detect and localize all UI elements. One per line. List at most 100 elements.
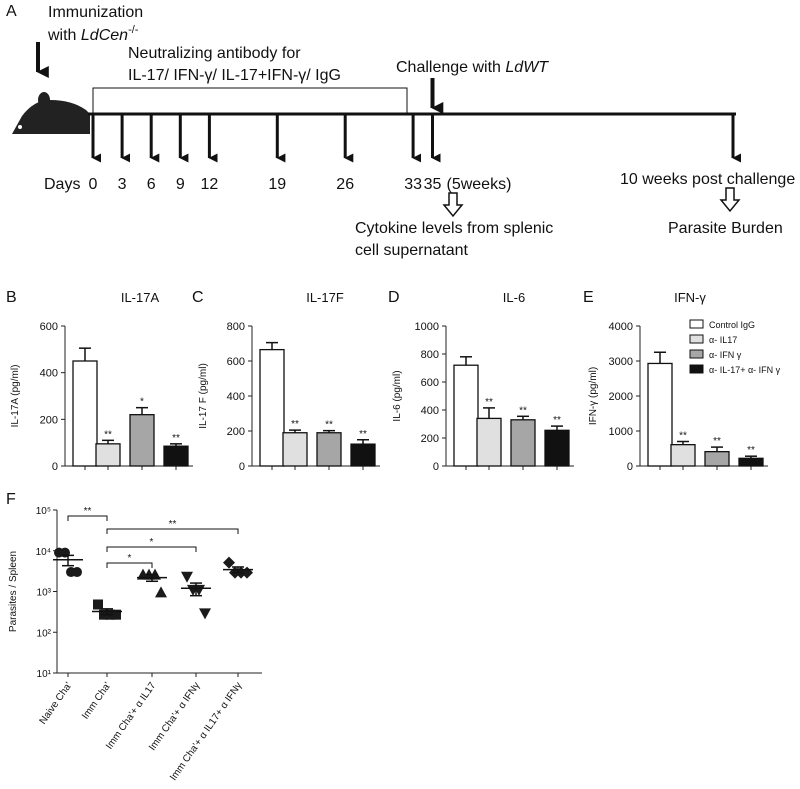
bar (95, 443, 121, 467)
significance-label: ** (169, 519, 177, 530)
significance-label: ** (553, 415, 561, 426)
y-tick-label: 0 (52, 461, 58, 473)
y-axis-label: IFN-γ (pg/ml) (588, 367, 599, 425)
bar (670, 443, 696, 467)
mouse-icon (12, 100, 90, 134)
antibody-text: Neutralizing antibody for (128, 45, 301, 62)
panel-label: F (6, 491, 16, 508)
post-challenge-text: 10 weeks post challenge (620, 171, 795, 188)
day-label: 33 (404, 176, 422, 193)
mouse-eye (18, 125, 22, 129)
significance-label: * (128, 553, 132, 564)
y-tick-label: 600 (227, 356, 245, 368)
legend-swatch (689, 319, 704, 329)
strain: LdCen (81, 27, 128, 44)
data-point (155, 586, 167, 598)
bar (544, 429, 570, 467)
challenge: Challenge with (396, 59, 505, 76)
panel-label: D (388, 289, 400, 306)
bar (316, 432, 342, 467)
strain-sup: -/- (128, 24, 139, 36)
bar (350, 443, 376, 467)
immunization-text: Immunization (48, 4, 143, 21)
day-label: 0 (89, 176, 98, 193)
significance-label: ** (104, 429, 112, 440)
significance-label: ** (359, 429, 367, 440)
y-tick-label: 10¹ (37, 669, 52, 680)
chart-title: IFN-γ (674, 290, 706, 305)
bar (476, 417, 502, 467)
challenge-text: Challenge with LdWT (396, 59, 549, 76)
y-tick-label: 400 (421, 405, 439, 417)
day-label: 35 (424, 176, 442, 193)
significance-label: ** (713, 436, 721, 447)
significance-label: ** (172, 433, 180, 444)
legend-swatch (689, 349, 704, 359)
day-note: (5weeks) (447, 176, 512, 193)
chart-title: IL-17F (306, 290, 344, 305)
data-point (223, 556, 235, 569)
data-point (111, 609, 121, 620)
bar (647, 362, 673, 467)
cytokine-text: Cytokine levels from splenic (355, 220, 553, 237)
y-tick-label: 1000 (609, 426, 633, 438)
y-tick-label: 1000 (415, 321, 439, 333)
bar (163, 445, 189, 467)
panel-label: C (192, 289, 204, 306)
significance-label: ** (747, 445, 755, 456)
y-tick-label: 400 (40, 368, 58, 380)
antibody-text: IL-17/ IFN-γ/ IL-17+IFN-γ/ IgG (128, 67, 341, 84)
hollow-arrow (442, 192, 464, 218)
legend-swatch (689, 364, 704, 374)
chart-title: IL-6 (503, 290, 525, 305)
y-tick-label: 0 (433, 461, 439, 473)
significance-bracket (67, 515, 108, 521)
bar (738, 457, 764, 467)
y-tick-label: 200 (40, 414, 58, 426)
data-point (93, 599, 103, 610)
antibody-bracket (92, 87, 408, 114)
y-axis-label: IL-17A (pg/ml) (10, 365, 21, 428)
panel-label: B (6, 289, 17, 306)
y-tick-label: 10⁵ (36, 506, 51, 517)
y-tick-label: 0 (239, 461, 245, 473)
y-tick-label: 800 (421, 349, 439, 361)
y-tick-label: 600 (421, 377, 439, 389)
significance-bracket (106, 562, 153, 568)
day-label: 12 (201, 176, 219, 193)
significance-label: * (140, 397, 144, 408)
with: with (47, 27, 81, 44)
legend-label: α- IFN γ (709, 350, 742, 360)
y-tick-label: 200 (227, 426, 245, 438)
significance-bracket (106, 528, 239, 534)
challenge-strain: LdWT (505, 59, 549, 76)
legend-label: α- IL17 (709, 335, 737, 345)
panel-label: A (6, 3, 17, 20)
significance-label: ** (325, 420, 333, 431)
bar (259, 348, 285, 467)
day-label: 26 (336, 176, 354, 193)
mouse-ear (38, 92, 50, 108)
legend-label: α- IL-17+ α- IFN γ (709, 365, 781, 375)
significance-label: ** (485, 397, 493, 408)
legend-swatch (689, 334, 704, 344)
bar (453, 364, 479, 467)
day-label: 6 (147, 176, 156, 193)
data-point (199, 608, 211, 620)
y-tick-label: 2000 (609, 391, 633, 403)
timeline: A Immunization with LdCen-/- Neutralizin… (6, 3, 795, 259)
y-tick-label: 600 (40, 321, 58, 333)
immunization-strain: with LdCen-/- (47, 24, 139, 44)
y-tick-label: 400 (227, 391, 245, 403)
y-tick-label: 200 (421, 433, 439, 445)
significance-label: ** (519, 405, 527, 416)
data-point (72, 567, 82, 578)
y-tick-label: 10² (37, 628, 52, 639)
y-tick-label: 10⁴ (36, 547, 51, 558)
panel-label: E (583, 289, 594, 306)
bar (704, 450, 730, 467)
significance-label: * (150, 537, 154, 548)
significance-label: ** (291, 419, 299, 430)
y-tick-label: 4000 (609, 321, 633, 333)
